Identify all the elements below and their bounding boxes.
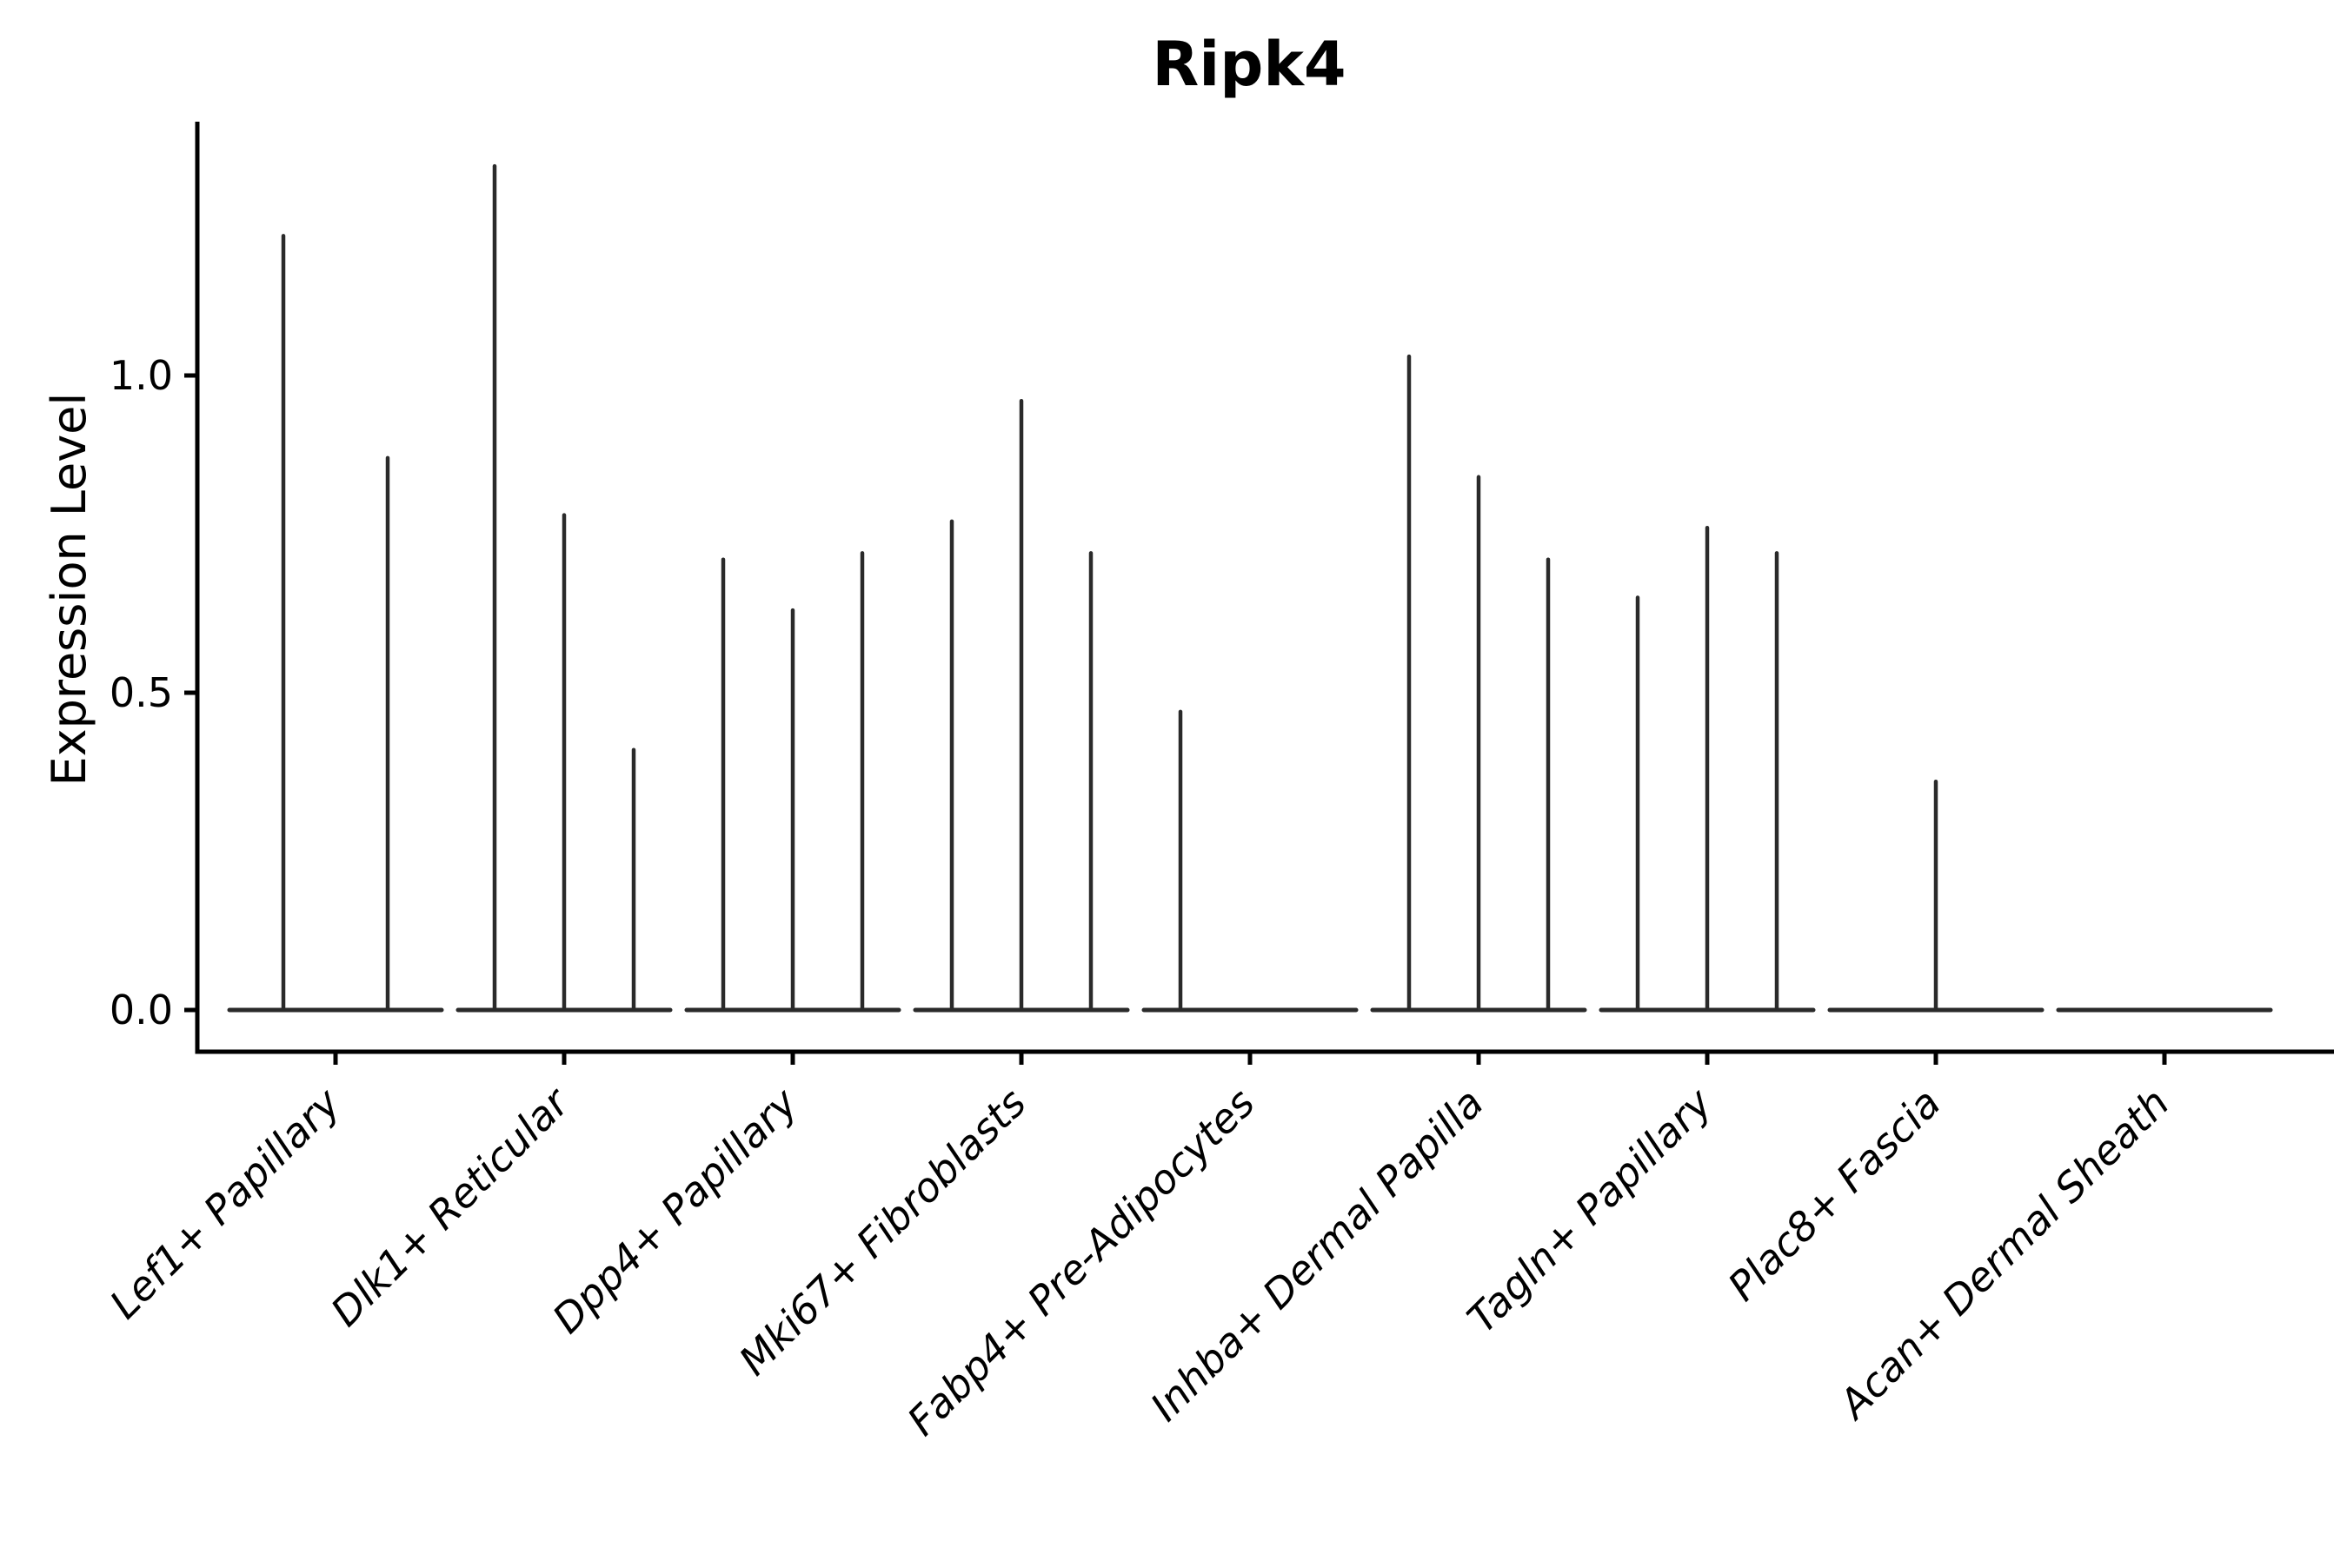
y-tick-label: 0.5 bbox=[110, 669, 173, 716]
y-axis-label: Expression Level bbox=[42, 393, 96, 787]
violin-category bbox=[684, 551, 901, 1013]
x-tick-label: Dlk1+ Reticular bbox=[322, 1077, 580, 1335]
violin-category bbox=[913, 398, 1130, 1013]
chart-title: Ripk4 bbox=[1152, 29, 1346, 100]
violin-category bbox=[1599, 525, 1816, 1013]
violin-category bbox=[227, 234, 444, 1013]
x-tick-label: Tagln+ Papillary bbox=[1458, 1079, 1721, 1342]
y-tick-label: 0.0 bbox=[110, 987, 173, 1033]
x-tick-label: Dpp4+ Papillary bbox=[543, 1079, 807, 1342]
violins-group bbox=[227, 163, 2273, 1013]
y-tick-label: 1.0 bbox=[110, 352, 173, 399]
violin-category bbox=[1827, 779, 2044, 1013]
x-tick-label: Lef1+ Papillary bbox=[101, 1079, 349, 1327]
x-tick-label: Plac8+ Fascia bbox=[1719, 1080, 1949, 1310]
violin-category bbox=[1370, 354, 1587, 1013]
violin-category bbox=[1141, 709, 1359, 1013]
violin-category bbox=[455, 163, 673, 1013]
